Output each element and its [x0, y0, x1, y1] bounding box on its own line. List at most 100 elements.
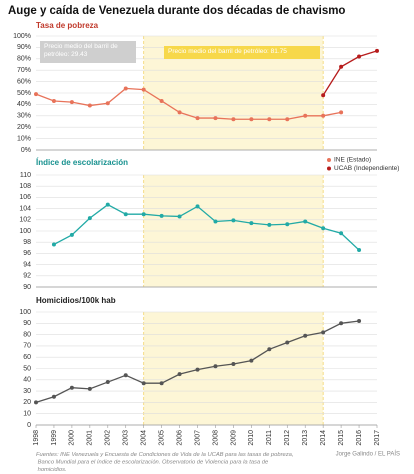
data-point: [51, 98, 56, 103]
y-tick-label: 106: [19, 194, 31, 201]
data-point: [159, 213, 164, 218]
data-point: [285, 340, 290, 345]
data-point: [195, 116, 200, 121]
x-tick-label: 2006: [176, 430, 183, 446]
x-tick-label: 1998: [33, 430, 40, 446]
y-tick-label: 20%: [17, 124, 31, 131]
x-tick-label: 2015: [338, 430, 345, 446]
y-tick-label: 10%: [17, 135, 31, 142]
annotation-box: Precio medio del barril de petróleo: 29.…: [40, 41, 136, 63]
y-tick-label: 60: [23, 354, 31, 361]
panel-title: Homicidios/100k hab: [36, 296, 116, 305]
y-tick-label: 100%: [13, 33, 31, 40]
series-line: [322, 50, 378, 96]
data-point: [177, 214, 182, 219]
y-tick-label: 108: [19, 183, 31, 190]
data-point: [123, 86, 128, 91]
data-point: [321, 330, 326, 335]
data-point: [69, 100, 74, 105]
data-point: [249, 358, 254, 363]
data-point: [141, 381, 146, 386]
data-point: [87, 216, 92, 221]
y-tick-label: 50%: [17, 90, 31, 97]
y-tick-label: 50: [23, 365, 31, 372]
y-tick-label: 70%: [17, 67, 31, 74]
y-tick-label: 100: [19, 309, 31, 316]
y-tick-label: 80: [23, 331, 31, 338]
panel-title: Índice de escolarización: [36, 158, 128, 167]
data-point: [195, 367, 200, 372]
y-tick-label: 90: [23, 320, 31, 327]
data-point: [87, 386, 92, 391]
y-tick-label: 90: [23, 284, 31, 291]
y-tick-label: 40: [23, 377, 31, 384]
credit: Jorge Galindo / EL PAÍS: [336, 451, 400, 458]
data-point: [339, 110, 344, 115]
data-point: [105, 202, 110, 207]
x-tick-label: 2013: [302, 430, 309, 446]
y-tick-label: 10: [23, 411, 31, 418]
data-point: [321, 226, 326, 231]
x-tick-label: 2009: [230, 430, 237, 446]
data-point: [141, 212, 146, 217]
x-tick-label: 2017: [374, 430, 381, 446]
data-point: [141, 87, 146, 92]
y-tick-label: 90%: [17, 44, 31, 51]
x-tick-label: 2011: [266, 430, 273, 445]
legend-label: UCAB (Independiente): [334, 165, 399, 172]
y-tick-label: 92: [23, 273, 31, 280]
data-point: [177, 372, 182, 377]
y-tick-label: 100: [19, 228, 31, 235]
data-point: [303, 333, 308, 338]
data-point: [267, 347, 272, 352]
x-tick-label: 2005: [158, 430, 165, 446]
y-tick-label: 40%: [17, 101, 31, 108]
annotation: Precio medio del barril de petróleo: 81.…: [164, 46, 320, 59]
series-line: [53, 203, 360, 251]
data-point: [231, 361, 236, 366]
y-tick-label: 70: [23, 343, 31, 350]
x-tick-label: 2012: [284, 430, 291, 446]
y-tick-label: 110: [20, 172, 31, 179]
data-point: [34, 400, 38, 405]
x-tick-label: 2010: [248, 430, 255, 446]
y-tick-label: 96: [23, 250, 31, 257]
data-point: [285, 117, 290, 122]
legend-marker: [327, 158, 331, 162]
x-tick-label: 2003: [123, 430, 130, 446]
data-point: [105, 101, 110, 106]
data-point: [357, 319, 362, 324]
data-point: [177, 110, 182, 115]
data-point: [195, 204, 200, 209]
x-tick-label: 2000: [69, 430, 76, 446]
data-point: [123, 212, 128, 217]
data-point: [339, 64, 344, 69]
data-point: [267, 117, 272, 122]
y-tick-label: 104: [19, 205, 31, 212]
y-tick-label: 94: [23, 261, 31, 268]
y-tick-label: 98: [23, 239, 31, 246]
data-point: [87, 103, 92, 108]
chart-title: Auge y caída de Venezuela durante dos dé…: [8, 5, 345, 17]
x-tick-label: 2014: [320, 430, 327, 446]
data-point: [321, 113, 326, 118]
data-point: [34, 92, 38, 97]
data-point: [105, 380, 110, 385]
x-tick-label: 2004: [141, 430, 148, 446]
data-point: [357, 248, 362, 253]
x-tick-label: 2002: [105, 430, 112, 446]
data-point: [159, 381, 164, 386]
data-point: [267, 222, 272, 227]
data-point: [231, 117, 236, 122]
y-tick-label: 60%: [17, 78, 31, 85]
data-point: [69, 385, 74, 390]
data-point: [321, 93, 326, 98]
data-point: [303, 113, 308, 118]
source: Fuentes: INE Venezuela y Encuesta de Con…: [36, 452, 293, 473]
y-tick-label: 102: [19, 217, 31, 224]
y-tick-label: 30: [23, 388, 31, 395]
series-line: [35, 87, 342, 120]
x-tick-label: 2008: [212, 430, 219, 446]
